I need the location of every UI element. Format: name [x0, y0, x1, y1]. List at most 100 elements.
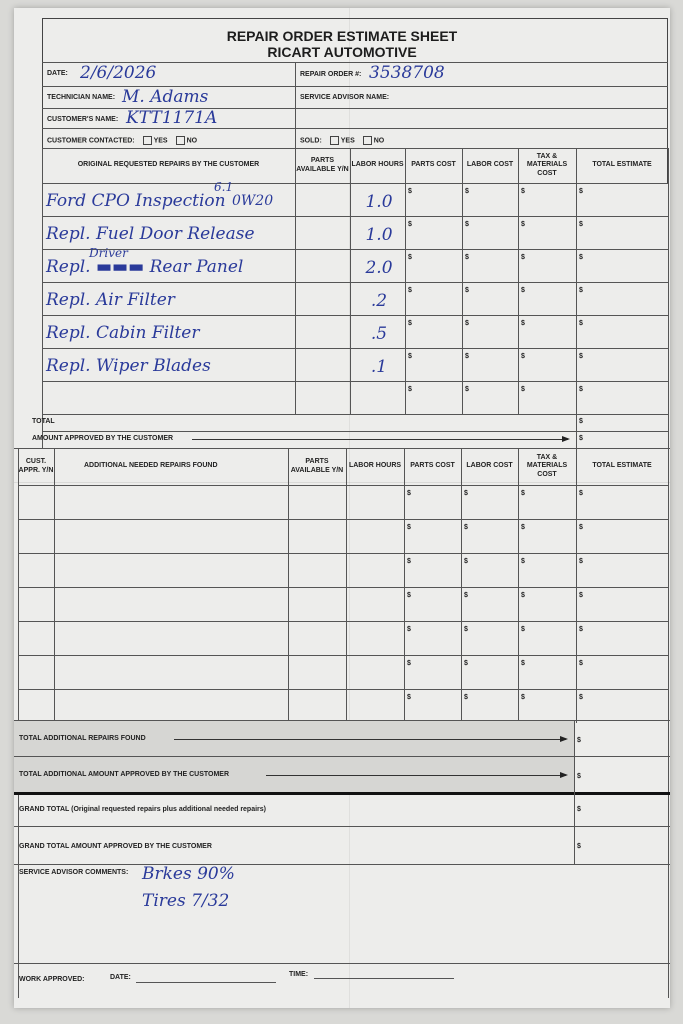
yes-label: YES: [340, 137, 355, 145]
sold-yes-checkbox[interactable]: [329, 136, 339, 145]
currency-sign: $: [408, 221, 412, 228]
currency-sign: $: [521, 221, 525, 228]
labor-hours[interactable]: 2.0: [365, 258, 393, 278]
fold-line: [349, 8, 350, 1008]
repair-order-field[interactable]: 3538708: [369, 63, 445, 83]
grand-total-value: $: [577, 806, 581, 813]
repair-description[interactable]: Repl. Wiper Blades: [46, 356, 211, 376]
currency-sign: $: [464, 660, 468, 667]
repair-description[interactable]: Repl. ▬▬▬ Rear Panel: [46, 257, 244, 277]
labor-hours[interactable]: 1.0: [365, 192, 393, 212]
repair-description[interactable]: Repl. Air Filter: [46, 290, 175, 310]
currency-sign: $: [521, 626, 525, 633]
currency-sign: $: [521, 694, 525, 701]
divider: [18, 485, 668, 486]
currency-sign: $: [408, 320, 412, 327]
table-row[interactable]: [18, 519, 668, 553]
currency-sign: $: [408, 188, 412, 195]
currency-sign: $: [521, 592, 525, 599]
divider: [350, 148, 351, 414]
table-row[interactable]: [18, 689, 668, 723]
table-row[interactable]: [18, 621, 668, 655]
divider: [405, 148, 406, 414]
repair-order-label: REPAIR ORDER #:: [300, 71, 362, 78]
divider: [42, 86, 668, 87]
currency-sign: $: [464, 524, 468, 531]
customer-contacted-text: CUSTOMER CONTACTED:: [47, 137, 135, 145]
labor-hours[interactable]: .5: [370, 324, 388, 344]
no-label: NO: [373, 137, 385, 145]
divider: [461, 448, 462, 723]
repair-note[interactable]: 6.1: [214, 180, 234, 194]
divider: [462, 148, 463, 414]
repair-description[interactable]: Ford CPO Inspection: [46, 191, 226, 211]
table-row[interactable]: [18, 485, 668, 519]
date-line[interactable]: [136, 982, 276, 983]
currency-sign: $: [465, 254, 469, 261]
repair-description[interactable]: Repl. Cabin Filter: [46, 323, 200, 343]
divider: [42, 183, 668, 184]
currency-sign: $: [465, 221, 469, 228]
currency-sign: $: [464, 592, 468, 599]
divider: [668, 448, 669, 998]
divider: [42, 128, 668, 129]
divider: [18, 621, 668, 622]
column-header: TOTAL ESTIMATE: [592, 161, 652, 169]
currency-sign: $: [407, 592, 411, 599]
company-name: RICART AUTOMOTIVE: [267, 44, 417, 60]
contacted-no-checkbox[interactable]: [175, 136, 185, 145]
work-approved-label: WORK APPROVED:: [19, 976, 85, 983]
divider: [576, 448, 577, 723]
currency-sign: $: [521, 558, 525, 565]
arrow-icon: [174, 736, 568, 742]
currency-sign: $: [407, 558, 411, 565]
column-header: TOTAL ESTIMATE: [592, 462, 652, 470]
divider: [42, 249, 668, 250]
table-row[interactable]: [18, 655, 668, 689]
currency-sign: $: [579, 287, 583, 294]
divider: [14, 448, 670, 449]
time-line[interactable]: [314, 978, 454, 979]
total-additional-approved-value: $: [577, 773, 581, 780]
divider: [18, 655, 668, 656]
divider: [18, 553, 668, 554]
divider: [18, 689, 668, 690]
date-field[interactable]: 2/6/2026: [80, 63, 157, 83]
labor-hours[interactable]: .1: [370, 357, 388, 377]
currency-sign: $: [407, 660, 411, 667]
repair-note[interactable]: 0W20: [232, 193, 274, 209]
contacted-yes-checkbox[interactable]: [142, 136, 152, 145]
currency-sign: $: [521, 320, 525, 327]
column-header: ORIGINAL REQUESTED REPAIRS BY THE CUSTOM…: [77, 161, 260, 169]
table-row[interactable]: [18, 553, 668, 587]
column-header: LABOR COST: [466, 161, 514, 169]
table-row[interactable]: [18, 587, 668, 621]
divider: [42, 216, 668, 217]
currency-sign: $: [407, 694, 411, 701]
comment-line-2[interactable]: Tires 7/32: [142, 891, 230, 911]
currency-sign: $: [464, 626, 468, 633]
labor-hours[interactable]: .2: [370, 291, 388, 311]
column-header: TAX & MATERIALS COST: [526, 454, 568, 478]
currency-sign: $: [579, 353, 583, 360]
sheet-title: REPAIR ORDER ESTIMATE SHEET: [226, 28, 458, 44]
arrow-icon: [192, 436, 570, 442]
currency-sign: $: [408, 353, 412, 360]
labor-hours[interactable]: 1.0: [365, 225, 393, 245]
customer-name-field[interactable]: KTT1171A: [126, 108, 218, 128]
technician-field[interactable]: M. Adams: [122, 87, 209, 107]
sold-no-checkbox[interactable]: [362, 136, 372, 145]
currency-sign: $: [521, 386, 525, 393]
currency-sign: $: [579, 188, 583, 195]
divider: [42, 431, 668, 432]
amount-approved-label: AMOUNT APPROVED BY THE CUSTOMER: [32, 435, 174, 442]
no-label: NO: [186, 137, 198, 145]
comment-line-1[interactable]: Brkes 90%: [142, 864, 235, 884]
divider: [404, 448, 405, 723]
total-value: $: [579, 418, 583, 425]
divider: [42, 315, 668, 316]
total-additional-found-label: TOTAL ADDITIONAL REPAIRS FOUND: [19, 735, 146, 742]
repair-note[interactable]: Driver: [89, 246, 128, 260]
repair-description[interactable]: Repl. Fuel Door Release: [46, 224, 255, 244]
column-header: TAX & MATERIALS COST: [526, 153, 568, 177]
